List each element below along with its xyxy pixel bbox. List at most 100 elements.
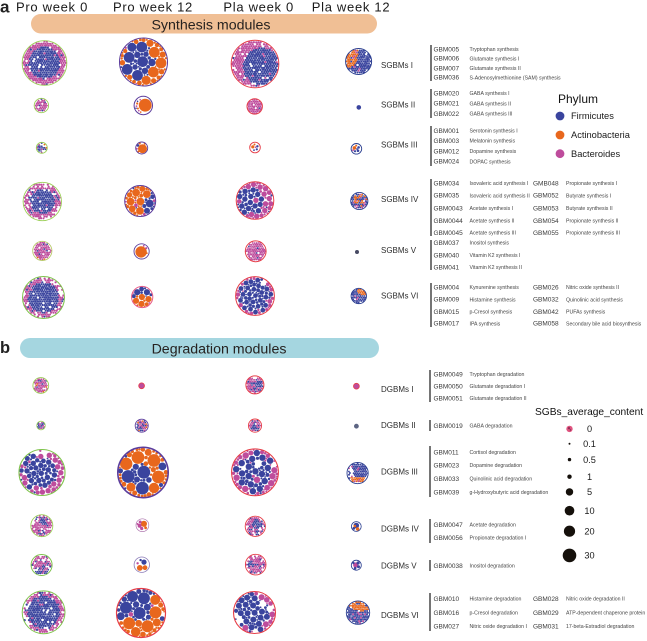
svg-text:SGBMs IV: SGBMs IV	[381, 195, 419, 204]
svg-text:0: 0	[587, 424, 592, 434]
svg-text:ATP-dependent chaperone protei: ATP-dependent chaperone protein	[566, 611, 645, 617]
svg-text:GBM026: GBM026	[533, 285, 559, 292]
svg-text:GABA synthesis II: GABA synthesis II	[470, 101, 512, 107]
svg-text:Dopamine synthesis: Dopamine synthesis	[470, 149, 517, 155]
svg-text:GBM053: GBM053	[533, 205, 559, 212]
svg-text:g-Hydroxybutyric acid degradat: g-Hydroxybutyric acid degradation	[470, 490, 549, 496]
svg-text:Acetate degradation: Acetate degradation	[470, 523, 517, 529]
svg-text:0.1: 0.1	[583, 439, 596, 449]
svg-text:SGBMs III: SGBMs III	[381, 141, 417, 150]
svg-text:GBM021: GBM021	[434, 101, 460, 108]
svg-text:GBM0043: GBM0043	[434, 205, 464, 212]
svg-text:p-Cresol synthesis: p-Cresol synthesis	[470, 310, 513, 316]
svg-text:GBM0019: GBM0019	[434, 423, 464, 430]
svg-text:Nitric oxide degradation II: Nitric oxide degradation II	[566, 597, 625, 603]
svg-text:GBM031: GBM031	[533, 623, 559, 630]
svg-text:DGBMs IV: DGBMs IV	[381, 524, 419, 533]
svg-text:S-Adenosylmethionine (SAM) syn: S-Adenosylmethionine (SAM) synthesis	[470, 75, 562, 81]
svg-text:GBM041: GBM041	[434, 264, 460, 271]
svg-text:0.5: 0.5	[583, 455, 596, 465]
svg-text:GBM033: GBM033	[434, 476, 460, 483]
svg-text:GBM009: GBM009	[434, 297, 460, 304]
svg-text:Vitamin K2 synthesis II: Vitamin K2 synthesis II	[470, 265, 522, 271]
svg-text:Tryptophan degradation: Tryptophan degradation	[470, 372, 525, 378]
svg-text:GBM028: GBM028	[533, 596, 559, 603]
svg-text:GBM0051: GBM0051	[434, 395, 464, 402]
svg-text:GBM032: GBM032	[533, 297, 559, 304]
svg-text:SGBMs I: SGBMs I	[381, 61, 413, 70]
svg-text:GBM0038: GBM0038	[434, 563, 464, 570]
svg-text:Butyrate synthesis II: Butyrate synthesis II	[566, 206, 613, 212]
svg-text:GBM042: GBM042	[533, 309, 559, 316]
svg-text:PUFAs synthesis: PUFAs synthesis	[566, 310, 606, 316]
svg-text:SGBs_average_content: SGBs_average_content	[535, 407, 643, 418]
svg-text:Cortisol degradation: Cortisol degradation	[470, 450, 517, 456]
svg-text:GBM029: GBM029	[533, 610, 559, 617]
svg-text:GBM006: GBM006	[434, 56, 460, 63]
svg-text:p-Cresol degradation: p-Cresol degradation	[470, 611, 519, 617]
svg-text:Inositol synthesis: Inositol synthesis	[470, 241, 510, 247]
svg-text:Pla week 0: Pla week 0	[223, 0, 294, 15]
svg-text:Bacteroides: Bacteroides	[571, 149, 620, 159]
svg-text:GBM034: GBM034	[434, 180, 460, 187]
svg-text:GBM024: GBM024	[434, 159, 460, 166]
svg-text:Glutamate synthesis II: Glutamate synthesis II	[470, 66, 521, 72]
svg-text:GABA synthesis I: GABA synthesis I	[470, 91, 510, 97]
svg-text:Tryptophan synthesis: Tryptophan synthesis	[470, 47, 520, 53]
svg-text:GBM005: GBM005	[434, 46, 460, 53]
svg-text:20: 20	[584, 527, 594, 537]
svg-text:Inositol degradation: Inositol degradation	[470, 564, 515, 570]
svg-text:Propionate degradation I: Propionate degradation I	[470, 536, 527, 542]
svg-text:GBM011: GBM011	[434, 449, 460, 456]
svg-text:Dopamine degradation: Dopamine degradation	[470, 463, 523, 469]
svg-text:30: 30	[584, 551, 594, 561]
svg-text:Butyrate synthesis I: Butyrate synthesis I	[566, 193, 611, 199]
svg-text:GBM0045: GBM0045	[434, 230, 464, 237]
svg-text:GBM023: GBM023	[434, 462, 460, 469]
svg-text:DOPAC synthesis: DOPAC synthesis	[470, 159, 512, 165]
svg-text:GBM0056: GBM0056	[434, 535, 464, 542]
svg-text:Pro week 12: Pro week 12	[113, 0, 193, 15]
svg-text:Glutamate degradation I: Glutamate degradation I	[470, 384, 526, 390]
svg-text:Glutamate degradation II: Glutamate degradation II	[470, 396, 527, 402]
svg-text:GMB048: GMB048	[533, 180, 559, 187]
svg-text:Vitamin K2 synthesis I: Vitamin K2 synthesis I	[470, 253, 521, 259]
svg-text:1: 1	[587, 472, 592, 482]
svg-text:GBM015: GBM015	[434, 309, 460, 316]
svg-text:GBM027: GBM027	[434, 623, 460, 630]
svg-text:GBM012: GBM012	[434, 149, 460, 156]
svg-text:Melatonin synthesis: Melatonin synthesis	[470, 139, 516, 145]
svg-text:GBM001: GBM001	[434, 128, 460, 135]
svg-text:5: 5	[587, 487, 592, 497]
svg-text:GBM0049: GBM0049	[434, 371, 464, 378]
svg-text:GBM036: GBM036	[434, 75, 460, 82]
svg-text:Pla week 12: Pla week 12	[312, 0, 391, 15]
svg-text:GBM0047: GBM0047	[434, 522, 464, 529]
svg-text:Isovaleric acid synthesis I: Isovaleric acid synthesis I	[470, 181, 529, 187]
svg-text:Histamine synthesis: Histamine synthesis	[470, 297, 517, 303]
svg-text:GBM022: GBM022	[434, 111, 460, 118]
svg-text:Pro week 0: Pro week 0	[16, 0, 88, 15]
svg-text:GBM055: GBM055	[533, 230, 559, 237]
svg-text:Propionate synthesis II: Propionate synthesis II	[566, 219, 618, 225]
svg-text:GBM052: GBM052	[533, 193, 559, 200]
svg-text:Phylum: Phylum	[558, 92, 598, 106]
svg-text:Quinolinic acid degradation: Quinolinic acid degradation	[470, 477, 533, 483]
svg-text:Degradation modules: Degradation modules	[152, 341, 287, 357]
svg-text:GBM003: GBM003	[434, 138, 460, 145]
svg-text:Nitric oxide synthesis II: Nitric oxide synthesis II	[566, 285, 619, 291]
svg-text:GBM020: GBM020	[434, 90, 460, 97]
svg-text:GBM010: GBM010	[434, 596, 460, 603]
svg-text:GBM054: GBM054	[533, 218, 559, 225]
svg-text:GBM017: GBM017	[434, 321, 460, 328]
svg-text:Propionate synthesis I: Propionate synthesis I	[566, 181, 617, 187]
svg-text:GBM037: GBM037	[434, 240, 460, 247]
svg-text:Isovaleric acid synthesis II: Isovaleric acid synthesis II	[470, 193, 530, 199]
svg-text:DGBMs II: DGBMs II	[381, 421, 416, 430]
svg-text:b: b	[0, 339, 10, 357]
svg-text:Propionate synthesis III: Propionate synthesis III	[566, 231, 620, 237]
svg-text:Quinolinic acid synthesis: Quinolinic acid synthesis	[566, 297, 623, 303]
svg-text:Glutamate synthesis I: Glutamate synthesis I	[470, 56, 520, 62]
svg-text:IPA synthesis: IPA synthesis	[470, 321, 501, 327]
svg-text:GBM035: GBM035	[434, 193, 460, 200]
